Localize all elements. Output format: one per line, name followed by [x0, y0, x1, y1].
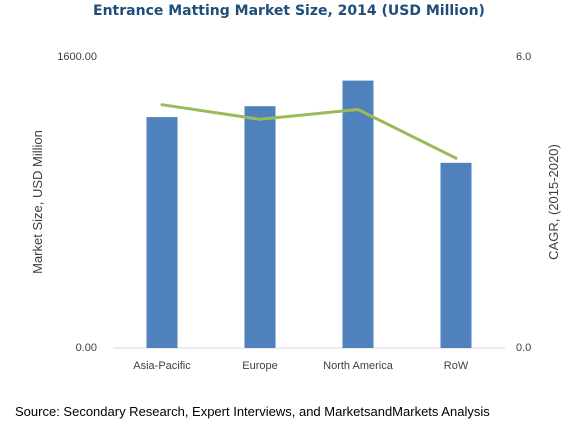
bar-row [440, 162, 472, 348]
y-axis-title: Market Size, USD Million [30, 130, 45, 274]
bars-layer [146, 80, 472, 348]
cagr-point-north-america [356, 108, 360, 111]
x-tick-label: North America [323, 360, 394, 372]
y-tick-label-max: 1600.00 [57, 51, 97, 63]
source-note: Source: Secondary Research, Expert Inter… [15, 404, 490, 419]
y2-tick-label-min: 0.0 [516, 342, 531, 354]
y2-axis-title: CAGR, (2015-2020) [546, 144, 561, 260]
y-tick-label-min: 0.00 [76, 342, 97, 354]
cagr-point-row [454, 156, 458, 160]
y2-tick-label-max: 6.0 [516, 51, 531, 63]
cagr-point-europe [258, 117, 262, 121]
x-tick-label: Europe [242, 360, 277, 372]
bar-asia-pacific [146, 117, 178, 348]
chart-title: Entrance Matting Market Size, 2014 (USD … [93, 3, 485, 19]
x-tick-label: RoW [444, 360, 469, 372]
bar-north-america [342, 80, 374, 348]
x-tick-label: Asia-Pacific [133, 360, 191, 372]
cagr-line [161, 103, 457, 160]
line-layer [160, 103, 458, 160]
x-tick-labels: Asia-Pacific Europe North America RoW [133, 360, 469, 372]
cagr-point-asia-pacific [160, 103, 164, 107]
bar-europe [244, 106, 276, 348]
